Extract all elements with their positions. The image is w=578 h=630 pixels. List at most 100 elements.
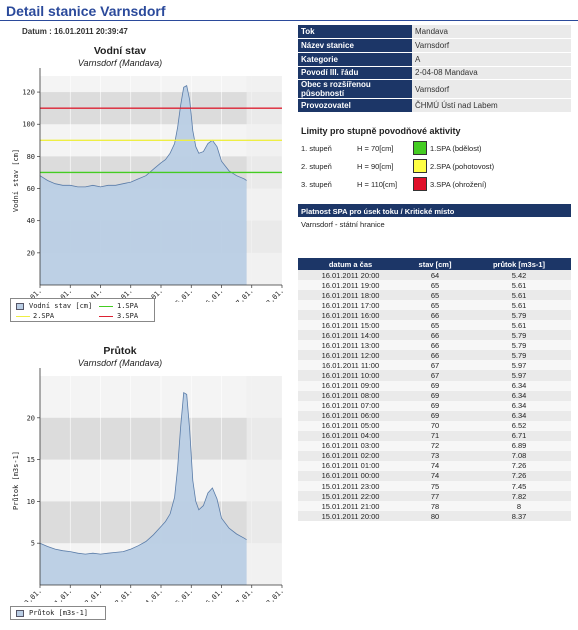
cell-datetime: 15.01.2011 22:00 xyxy=(298,491,403,502)
y-tick-label: 20 xyxy=(27,414,35,422)
x-tick-label: 16.01. xyxy=(201,287,225,302)
cell-discharge: 5.61 xyxy=(467,300,571,311)
info-row: Název stanice Varnsdorf xyxy=(298,38,571,53)
table-row: 16.01.2011 08:00 69 6.34 xyxy=(298,390,571,401)
cell-datetime: 16.01.2011 18:00 xyxy=(298,290,403,301)
info-key: Obec s rozšířenou působností xyxy=(298,79,412,100)
cell-level: 74 xyxy=(403,460,467,471)
limit-value: H = 90[cm] xyxy=(357,162,394,171)
cell-discharge: 5.97 xyxy=(467,360,571,371)
x-tick-label: 15.01. xyxy=(171,287,195,302)
cell-discharge: 7.26 xyxy=(467,470,571,481)
x-tick-label: 12.01. xyxy=(80,587,104,602)
cell-datetime: 16.01.2011 10:00 xyxy=(298,370,403,381)
limit-color-swatch xyxy=(413,177,427,191)
info-row: Provozovatel ČHMÚ Ústí nad Labem xyxy=(298,98,571,113)
info-value: A xyxy=(412,52,571,67)
water-level-legend: Vodní stav [cm] 1.SPA 2.SPA 3.SPA xyxy=(10,298,155,322)
cell-level: 69 xyxy=(403,390,467,401)
cell-datetime: 16.01.2011 09:00 xyxy=(298,380,403,391)
x-tick-label: 16.01. xyxy=(201,587,225,602)
x-tick-label: 10.01. xyxy=(20,587,44,602)
legend-label-level: Vodní stav [cm] xyxy=(29,302,93,310)
cell-discharge: 6.34 xyxy=(467,410,571,421)
discharge-chart: Průtok Varnsdorf (Mandava) 5 10 15 20 Průtok [… xyxy=(0,340,298,630)
limit-color-swatch xyxy=(413,159,427,173)
info-row: Tok Mandava xyxy=(298,25,571,40)
measurements-table: datum a čas stav [cm] průtok [m3s-1] 16.… xyxy=(298,258,571,522)
limit-row: 2. stupeň H = 90[cm] 2.SPA (pohotovost) xyxy=(301,159,571,173)
future-region xyxy=(246,76,282,285)
table-row: 16.01.2011 19:00 65 5.61 xyxy=(298,280,571,291)
water-level-chart: Vodní stav Varnsdorf (Mandava) 20 40 60 80 100… xyxy=(0,40,298,325)
y-axis-label: Vodní stav [cm] xyxy=(12,149,20,212)
y-tick-label: 80 xyxy=(27,153,35,161)
cell-discharge: 7.08 xyxy=(467,450,571,461)
table-row: 16.01.2011 09:00 69 6.34 xyxy=(298,380,571,391)
limit-label: 2.SPA (pohotovost) xyxy=(430,162,495,171)
cell-level: 71 xyxy=(403,430,467,441)
cell-datetime: 16.01.2011 17:00 xyxy=(298,300,403,311)
table-row: 16.01.2011 16:00 66 5.79 xyxy=(298,310,571,321)
legend-swatch-spa1 xyxy=(99,306,113,307)
cell-datetime: 16.01.2011 06:00 xyxy=(298,410,403,421)
cell-datetime: 16.01.2011 07:00 xyxy=(298,400,403,411)
cell-level: 69 xyxy=(403,400,467,411)
y-tick-label: 10 xyxy=(27,498,35,506)
limit-stage: 1. stupeň xyxy=(301,144,332,153)
x-tick-label: 14.01. xyxy=(141,587,165,602)
cell-discharge: 5.79 xyxy=(467,340,571,351)
cell-level: 69 xyxy=(403,380,467,391)
info-value: Mandava xyxy=(412,25,571,40)
table-row: 15.01.2011 21:00 78 8 xyxy=(298,501,571,512)
cell-level: 78 xyxy=(403,501,467,512)
y-tick-label: 20 xyxy=(27,249,35,257)
future-region xyxy=(246,376,282,585)
y-tick-label: 5 xyxy=(31,540,35,548)
cell-level: 65 xyxy=(403,300,467,311)
table-row: 16.01.2011 05:00 70 6.52 xyxy=(298,420,571,431)
cell-discharge: 6.52 xyxy=(467,420,571,431)
limit-stage: 3. stupeň xyxy=(301,180,332,189)
title-divider xyxy=(0,20,578,21)
cell-discharge: 5.61 xyxy=(467,280,571,291)
cell-discharge: 8.37 xyxy=(467,511,571,522)
cell-discharge: 6.71 xyxy=(467,430,571,441)
cell-discharge: 6.34 xyxy=(467,380,571,391)
cell-datetime: 16.01.2011 04:00 xyxy=(298,430,403,441)
cell-discharge: 6.34 xyxy=(467,390,571,401)
cell-level: 66 xyxy=(403,350,467,361)
cell-discharge: 7.26 xyxy=(467,460,571,471)
table-row: 16.01.2011 01:00 74 7.26 xyxy=(298,460,571,471)
cell-level: 65 xyxy=(403,280,467,291)
cell-datetime: 16.01.2011 00:00 xyxy=(298,470,403,481)
table-row: 16.01.2011 04:00 71 6.71 xyxy=(298,430,571,441)
info-row: Kategorie A xyxy=(298,52,571,67)
info-value: 2-04-08 Mandava xyxy=(412,66,571,81)
x-tick-label: 11.01. xyxy=(50,587,74,602)
cell-level: 69 xyxy=(403,410,467,421)
info-key: Název stanice xyxy=(298,38,412,53)
x-tick-label: 18.01. xyxy=(262,587,286,602)
discharge-legend: Průtok [m3s-1] xyxy=(10,606,106,620)
cell-datetime: 16.01.2011 12:00 xyxy=(298,350,403,361)
cell-level: 66 xyxy=(403,310,467,321)
cell-datetime: 16.01.2011 08:00 xyxy=(298,390,403,401)
series-area xyxy=(40,392,247,585)
x-tick-label: 13.01. xyxy=(111,587,135,602)
chart-subtitle: Varnsdorf (Mandava) xyxy=(78,58,162,68)
cell-datetime: 16.01.2011 16:00 xyxy=(298,310,403,321)
cell-datetime: 16.01.2011 01:00 xyxy=(298,460,403,471)
table-row: 16.01.2011 03:00 72 6.89 xyxy=(298,440,571,451)
limit-label: 3.SPA (ohrožení) xyxy=(430,180,487,189)
cell-level: 67 xyxy=(403,370,467,381)
cell-datetime: 16.01.2011 03:00 xyxy=(298,440,403,451)
cell-level: 77 xyxy=(403,491,467,502)
limit-row: 3. stupeň H = 110[cm] 3.SPA (ohrožení) xyxy=(301,177,571,191)
info-key: Povodí III. řádu xyxy=(298,66,412,81)
cell-datetime: 16.01.2011 20:00 xyxy=(298,270,403,281)
limit-value: H = 110[cm] xyxy=(357,180,398,189)
cell-level: 66 xyxy=(403,330,467,341)
cell-discharge: 5.79 xyxy=(467,330,571,341)
limit-value: H = 70[cm] xyxy=(357,144,394,153)
